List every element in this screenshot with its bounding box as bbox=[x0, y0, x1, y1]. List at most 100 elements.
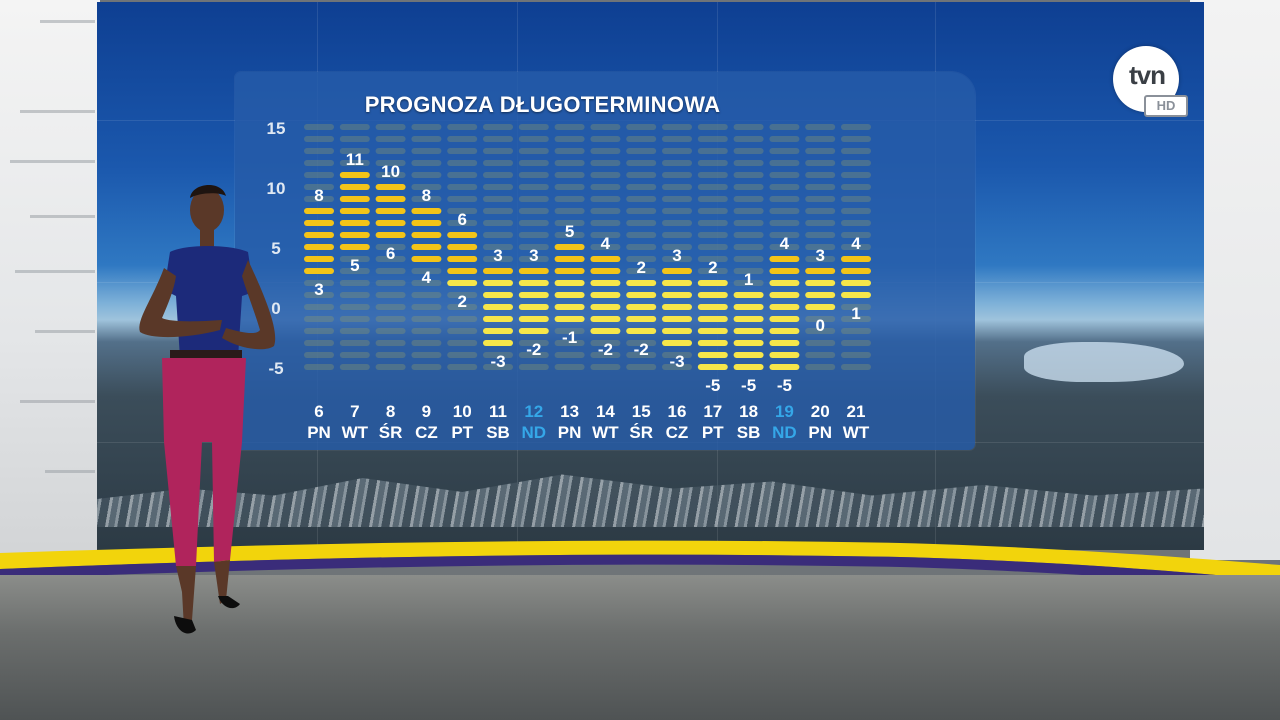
empty-segment bbox=[375, 124, 406, 130]
temperature-segment bbox=[304, 244, 334, 250]
empty-segment bbox=[769, 220, 800, 226]
empty-segment bbox=[554, 352, 585, 358]
temperature-segment bbox=[518, 292, 549, 298]
empty-segment bbox=[841, 304, 871, 310]
day-number-label: 6 bbox=[314, 402, 323, 421]
temperature-segment bbox=[375, 208, 406, 214]
empty-segment bbox=[375, 256, 406, 262]
temperature-segment bbox=[411, 256, 442, 262]
temperature-segment bbox=[447, 256, 478, 262]
min-temp-label: -5 bbox=[741, 376, 756, 395]
day-number-label: 9 bbox=[422, 402, 431, 421]
empty-segment bbox=[590, 232, 621, 238]
temperature-segment bbox=[375, 220, 406, 226]
hd-badge: HD bbox=[1144, 95, 1188, 117]
empty-segment bbox=[375, 292, 406, 298]
day-name-label: PN bbox=[558, 423, 582, 442]
empty-segment bbox=[339, 124, 370, 130]
temperature-segment bbox=[339, 196, 370, 202]
max-temp-label: 11 bbox=[346, 150, 364, 169]
empty-segment bbox=[769, 136, 800, 142]
empty-segment bbox=[411, 268, 442, 274]
empty-segment bbox=[411, 352, 442, 358]
empty-segment bbox=[483, 184, 513, 190]
empty-segment bbox=[733, 184, 764, 190]
empty-segment bbox=[483, 232, 513, 238]
empty-segment bbox=[769, 184, 800, 190]
day-number-label: 15 bbox=[632, 402, 651, 421]
temperature-segment bbox=[483, 292, 513, 298]
empty-segment bbox=[662, 160, 692, 166]
empty-segment bbox=[805, 220, 836, 226]
empty-segment bbox=[447, 184, 478, 190]
empty-segment bbox=[339, 280, 370, 286]
temperature-segment bbox=[769, 268, 800, 274]
y-tick-label: 5 bbox=[271, 239, 280, 258]
temperature-segment bbox=[733, 292, 764, 298]
empty-segment bbox=[411, 328, 442, 334]
empty-segment bbox=[304, 136, 334, 142]
empty-segment bbox=[304, 172, 334, 178]
empty-segment bbox=[733, 208, 764, 214]
temperature-segment bbox=[590, 256, 621, 262]
temperature-segment bbox=[411, 220, 442, 226]
temperature-segment bbox=[805, 304, 836, 310]
empty-segment bbox=[805, 136, 836, 142]
day-name-label: PT bbox=[702, 423, 724, 442]
max-temp-label: 10 bbox=[381, 162, 400, 181]
temperature-segment bbox=[662, 316, 692, 322]
empty-segment bbox=[697, 160, 728, 166]
empty-segment bbox=[697, 220, 728, 226]
empty-segment bbox=[518, 208, 549, 214]
day-number-label: 13 bbox=[560, 402, 579, 421]
temperature-segment bbox=[447, 268, 478, 274]
max-temp-label: 5 bbox=[565, 222, 574, 241]
empty-segment bbox=[769, 244, 800, 250]
temperature-segment bbox=[483, 328, 513, 334]
empty-segment bbox=[841, 124, 871, 130]
temperature-segment bbox=[662, 340, 692, 346]
empty-segment bbox=[769, 148, 800, 154]
temperature-segment bbox=[697, 280, 728, 286]
empty-segment bbox=[447, 124, 478, 130]
max-temp-label: 2 bbox=[636, 258, 645, 277]
empty-segment bbox=[626, 196, 657, 202]
empty-segment bbox=[697, 256, 728, 262]
min-temp-label: 6 bbox=[386, 244, 395, 263]
empty-segment bbox=[626, 244, 657, 250]
temperature-segment bbox=[733, 340, 764, 346]
temperature-segment bbox=[841, 292, 871, 298]
empty-segment bbox=[805, 148, 836, 154]
empty-segment bbox=[447, 352, 478, 358]
temperature-segment bbox=[483, 280, 513, 286]
studio-floor-ring bbox=[0, 540, 1280, 591]
empty-segment bbox=[375, 340, 406, 346]
empty-segment bbox=[590, 184, 621, 190]
day-name-label: CZ bbox=[666, 423, 689, 442]
empty-segment bbox=[518, 196, 549, 202]
empty-segment bbox=[375, 304, 406, 310]
empty-segment bbox=[518, 220, 549, 226]
min-temp-label: -5 bbox=[705, 376, 720, 395]
empty-segment bbox=[339, 316, 370, 322]
empty-segment bbox=[339, 268, 370, 274]
empty-segment bbox=[339, 256, 370, 262]
empty-segment bbox=[554, 328, 585, 334]
empty-segment bbox=[626, 136, 657, 142]
empty-segment bbox=[805, 328, 836, 334]
min-temp-label: 1 bbox=[851, 304, 860, 323]
temperature-segment bbox=[554, 280, 585, 286]
y-tick-label: 0 bbox=[271, 299, 280, 318]
empty-segment bbox=[626, 340, 657, 346]
empty-segment bbox=[805, 244, 836, 250]
studio-wall-left bbox=[0, 0, 100, 560]
empty-segment bbox=[662, 208, 692, 214]
empty-segment bbox=[697, 184, 728, 190]
temperature-segment bbox=[447, 280, 478, 286]
max-temp-label: 3 bbox=[529, 246, 538, 265]
day-name-label: PN bbox=[307, 423, 331, 442]
temperature-segment bbox=[805, 292, 836, 298]
empty-segment bbox=[841, 340, 871, 346]
empty-segment bbox=[483, 364, 513, 370]
empty-segment bbox=[518, 136, 549, 142]
